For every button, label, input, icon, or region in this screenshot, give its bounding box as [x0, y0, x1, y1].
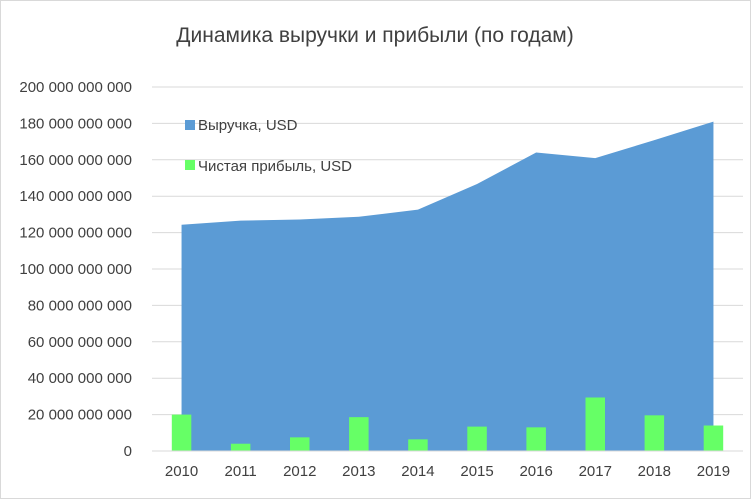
legend-label-revenue: Выручка, USD: [198, 117, 298, 134]
profit-bar: [526, 427, 546, 451]
y-tick-label: 100 000 000 000: [19, 261, 132, 278]
profit-bar: [349, 417, 369, 451]
profit-bar: [408, 439, 428, 451]
x-tick-label: 2010: [165, 463, 198, 480]
revenue-area-layer: [181, 121, 714, 451]
legend: Выручка, USD Чистая прибыль, USD: [185, 117, 352, 175]
y-tick-label: 40 000 000 000: [28, 370, 132, 387]
x-axis-tick-labels: 2010 2011 2012 2013 2014 2015 2016 2017 2018 2019: [152, 450, 743, 480]
profit-bar: [289, 437, 310, 451]
y-tick-label: 0: [124, 443, 132, 460]
profit-bar: [644, 415, 665, 451]
y-tick-label: 60 000 000 000: [28, 334, 132, 351]
x-tick-label: 2016: [519, 463, 552, 480]
y-tick-label: 200 000 000 000: [19, 79, 132, 96]
legend-swatch-revenue: [185, 120, 195, 130]
x-tick-label: 2015: [460, 463, 493, 480]
y-tick-label: 120 000 000 000: [19, 225, 132, 242]
y-tick-label: 20 000 000 000: [28, 407, 132, 424]
y-tick-label: 140 000 000 000: [19, 188, 132, 205]
x-tick-label: 2013: [342, 463, 375, 480]
x-tick-label: 2019: [697, 463, 730, 480]
profit-bars-layer: [171, 397, 724, 451]
y-tick-label: 80 000 000 000: [28, 297, 132, 314]
y-tick-label: 180 000 000 000: [19, 115, 132, 132]
profit-bar: [585, 397, 606, 451]
profit-bar: [171, 414, 192, 451]
profit-bar: [230, 443, 251, 451]
revenue-area: [181, 121, 714, 451]
chart-title: Динамика выручки и прибыли (по годам): [176, 24, 573, 47]
x-tick-label: 2014: [401, 463, 434, 480]
x-tick-label: 2018: [638, 463, 671, 480]
x-tick-label: 2011: [225, 463, 257, 480]
profit-bar: [703, 425, 724, 451]
y-axis-tick-labels: 0 20 000 000 000 40 000 000 000 60 000 000 …: [19, 79, 132, 460]
legend-swatch-profit: [185, 160, 195, 170]
y-tick-label: 160 000 000 000: [19, 152, 132, 169]
x-tick-label: 2017: [579, 463, 612, 480]
legend-label-profit: Чистая прибыль, USD: [198, 158, 352, 175]
x-tick-label: 2012: [283, 463, 316, 480]
profit-bar: [467, 426, 487, 451]
